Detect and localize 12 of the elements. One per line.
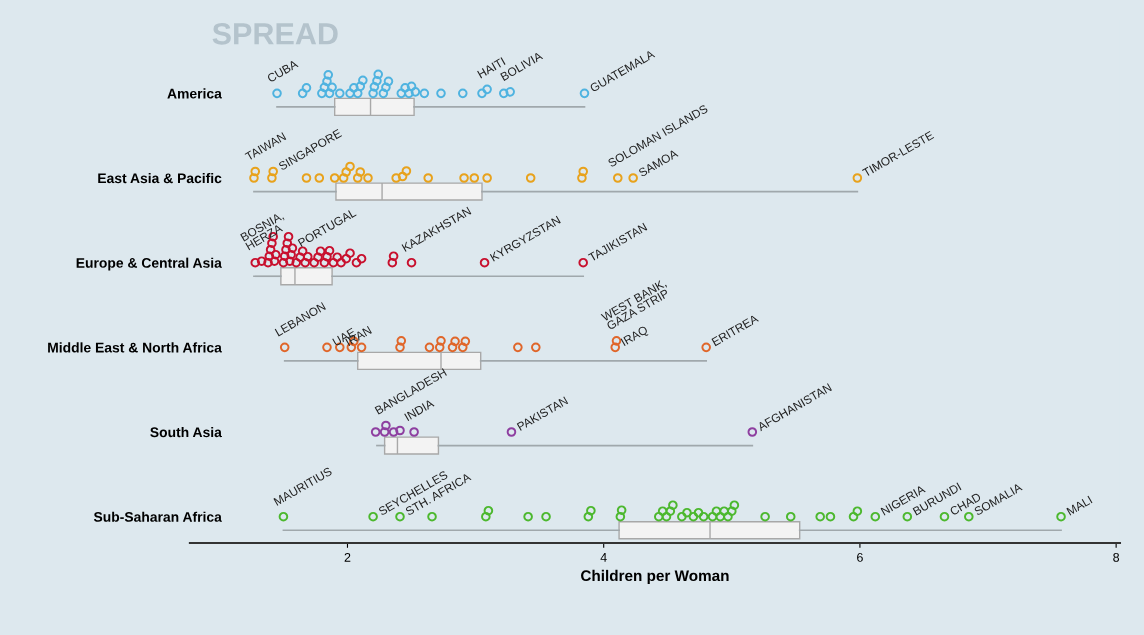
x-tick-label: 6	[857, 552, 863, 562]
annotation: MALI	[1066, 495, 1093, 516]
x-tick-label: 2	[344, 552, 351, 562]
x-tick-label: 8	[1113, 552, 1120, 562]
x-tick-label: 4	[600, 553, 607, 562]
y-tick-label: Middle East & North Africa	[48, 342, 222, 353]
x-axis-title: Children per Woman	[581, 569, 729, 585]
y-tick-label: Europe & Central Asia	[76, 257, 222, 271]
y-tick-label: South Asia	[150, 426, 222, 438]
y-tick-label: Sub-Saharan Africa	[93, 511, 222, 522]
y-tick-label: America	[167, 88, 222, 99]
y-tick-label: East Asia & Pacific	[98, 172, 222, 184]
